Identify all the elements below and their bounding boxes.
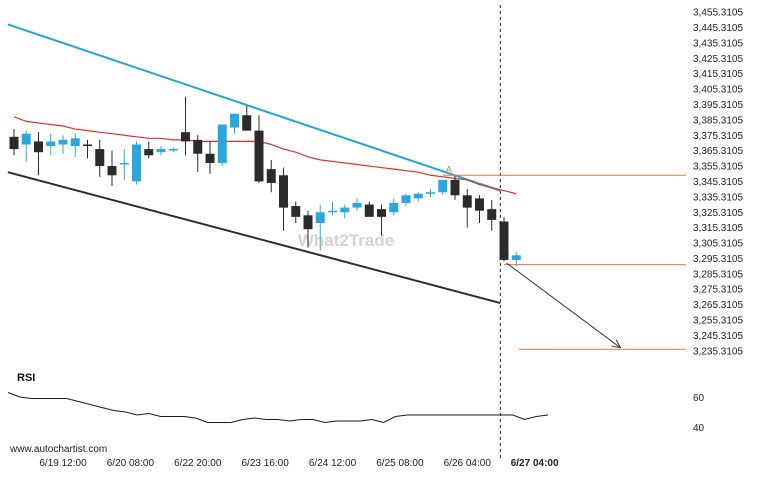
x-tick-label: 6/19 12:00 [39, 458, 87, 469]
x-tick-label: 6/20 08:00 [107, 458, 155, 469]
x-tick-label: 6/24 12:00 [309, 458, 357, 469]
candle-body [254, 130, 264, 182]
point-a-label: A [446, 164, 452, 174]
x-tick-label: 6/22 20:00 [174, 458, 222, 469]
candle-body [46, 141, 56, 147]
y-tick-label: 3,345.3105 [693, 177, 743, 188]
candle-body [291, 206, 301, 217]
y-tick-label: 3,335.3105 [693, 192, 743, 203]
y-tick-label: 3,245.3105 [693, 331, 743, 342]
candle-body [303, 215, 313, 230]
candle-body [266, 169, 276, 183]
candle-body [58, 139, 68, 145]
candle-body [426, 192, 435, 194]
support-line [7, 171, 501, 305]
candle-body [168, 149, 178, 151]
candle-body [462, 195, 472, 208]
y-tick-label: 3,395.3105 [693, 100, 743, 111]
y-tick-label: 3,325.3105 [693, 208, 743, 219]
y-tick-label: 3,375.3105 [693, 131, 743, 142]
y-tick-label: 3,455.3105 [693, 8, 743, 19]
x-tick-label: 6/26 04:00 [444, 458, 492, 469]
candle-body [34, 141, 43, 153]
candle-body [132, 144, 141, 182]
candle-body [9, 136, 19, 150]
candle-body [205, 153, 215, 163]
trend-lines [7, 23, 517, 305]
candle-body [21, 133, 31, 145]
candle-body [230, 113, 239, 128]
candle-body [242, 115, 252, 131]
candle-body [193, 139, 203, 154]
candle-body [511, 255, 521, 260]
rsi-panel: 60 40 [7, 392, 705, 434]
candle-body [389, 202, 399, 213]
candle-body [401, 195, 411, 203]
forecast-arrow-line [506, 262, 621, 349]
moving-average-line [13, 116, 517, 195]
candle-body [487, 209, 497, 220]
candle-body [181, 132, 190, 142]
candle-body [328, 210, 337, 213]
y-tick-label: 3,425.3105 [693, 54, 743, 65]
y-axis: 3,455.3105 3,445.3105 3,435.3105 3,425.3105… [693, 8, 743, 358]
candle-body [475, 198, 484, 211]
y-tick-label: 3,435.3105 [693, 38, 743, 49]
candle-body [315, 212, 325, 224]
overlays: A [442, 5, 686, 460]
y-tick-label: 3,385.3105 [693, 115, 743, 126]
candle-body [156, 149, 166, 153]
rsi-tick-label: 40 [693, 423, 705, 434]
rsi-title: RSI [17, 372, 35, 384]
candle-body [352, 202, 362, 208]
candle-body [364, 204, 374, 217]
y-tick-label: 3,265.3105 [693, 300, 743, 311]
y-tick-label: 3,255.3105 [693, 316, 743, 327]
y-tick-label: 3,275.3105 [693, 285, 743, 296]
y-tick-label: 3,445.3105 [693, 23, 743, 34]
candle-body [83, 144, 92, 147]
candle-body [107, 166, 117, 176]
candle-body [95, 149, 105, 167]
y-tick-label: 3,315.3105 [693, 223, 743, 234]
x-axis: 6/19 12:00 6/20 08:00 6/22 20:00 6/23 16:00… [39, 458, 559, 469]
candles [9, 96, 521, 267]
watermark-text: What2Trade [298, 231, 394, 250]
x-tick-label: 6/25 08:00 [376, 458, 424, 469]
y-tick-label: 3,355.3105 [693, 162, 743, 173]
candle-body [438, 179, 448, 193]
resistance-line [7, 23, 501, 192]
x-tick-label: 6/27 04:00 [511, 458, 559, 469]
y-tick-label: 3,415.3105 [693, 69, 743, 80]
y-tick-label: 3,295.3105 [693, 254, 743, 265]
candle-body [499, 221, 509, 260]
y-tick-label: 3,305.3105 [693, 239, 743, 250]
y-tick-label: 3,285.3105 [693, 269, 743, 280]
candle-body [70, 138, 80, 147]
rsi-tick-label: 60 [693, 393, 705, 404]
y-tick-label: 3,365.3105 [693, 146, 743, 157]
candle-body [279, 175, 288, 208]
y-tick-label: 3,405.3105 [693, 85, 743, 96]
candle-body [119, 162, 129, 165]
forecast-arrow-head [611, 339, 622, 349]
rsi-line [7, 392, 549, 424]
y-tick-label: 3,235.3105 [693, 346, 743, 357]
candle-body [144, 149, 154, 156]
candle-body [377, 209, 386, 217]
candle-body [413, 193, 423, 199]
x-tick-label: 6/23 16:00 [241, 458, 289, 469]
candle-body [450, 179, 460, 196]
candle-body [217, 124, 227, 163]
candle-body [340, 207, 350, 213]
source-label: www.autochartist.com [9, 444, 107, 455]
